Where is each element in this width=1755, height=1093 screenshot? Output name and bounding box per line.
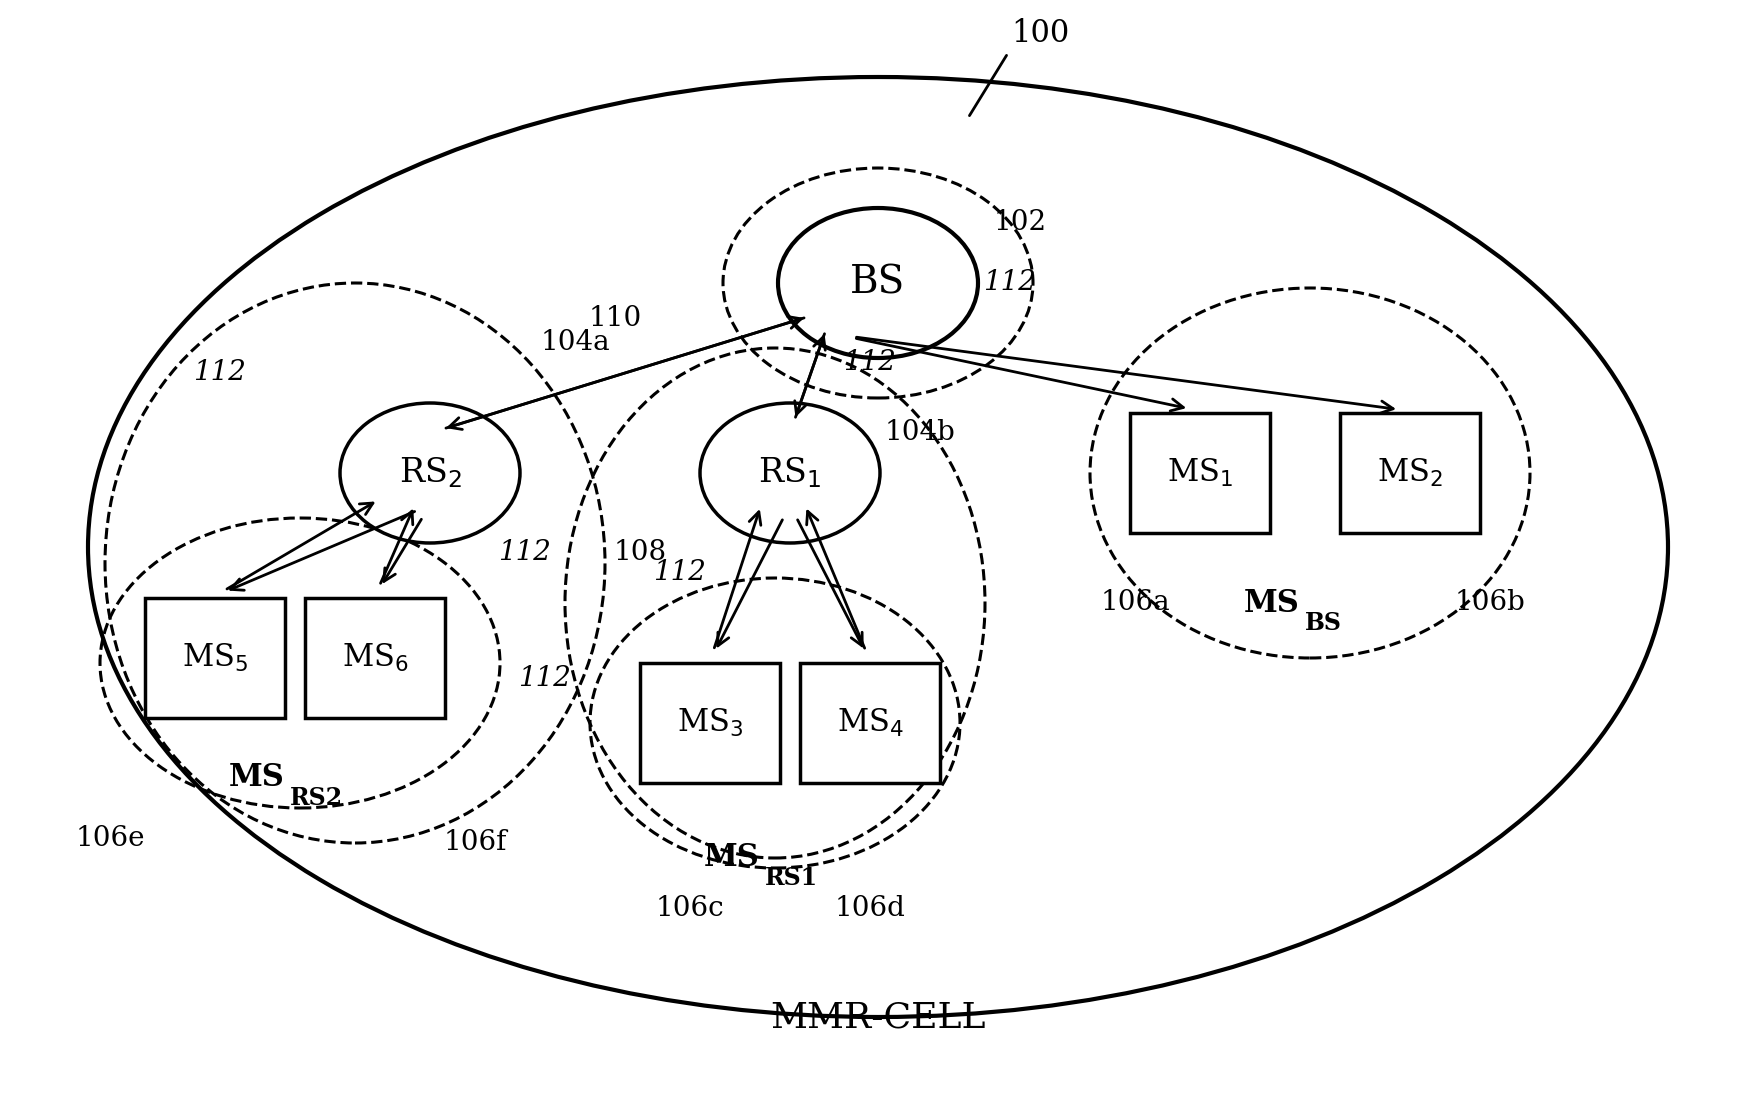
Text: 112: 112: [653, 560, 706, 587]
Text: 100: 100: [1011, 17, 1069, 48]
FancyBboxPatch shape: [1339, 413, 1479, 533]
Text: BS: BS: [1304, 611, 1341, 635]
Text: RS2: RS2: [290, 786, 342, 810]
Text: MS$_2$: MS$_2$: [1376, 457, 1443, 489]
FancyBboxPatch shape: [1130, 413, 1269, 533]
Text: 106f: 106f: [442, 830, 507, 857]
Text: BS: BS: [849, 265, 906, 302]
Ellipse shape: [700, 403, 879, 543]
Text: 112: 112: [193, 360, 246, 387]
Text: MS$_4$: MS$_4$: [835, 707, 902, 739]
Text: 112: 112: [983, 270, 1035, 296]
Text: 102: 102: [993, 210, 1046, 236]
Text: 112: 112: [498, 540, 551, 566]
Text: 106d: 106d: [834, 894, 906, 921]
FancyBboxPatch shape: [146, 598, 284, 718]
Text: RS$_2$: RS$_2$: [398, 456, 462, 491]
Text: MS$_1$: MS$_1$: [1167, 457, 1232, 489]
Text: 112: 112: [842, 350, 895, 376]
Text: 104a: 104a: [541, 329, 609, 356]
Text: MS$_3$: MS$_3$: [676, 707, 742, 739]
Text: 106a: 106a: [1100, 589, 1169, 616]
Text: MS$_5$: MS$_5$: [183, 642, 247, 674]
Text: RS1: RS1: [765, 866, 818, 890]
Text: 108: 108: [612, 540, 667, 566]
Text: MS: MS: [1243, 588, 1299, 619]
Text: 106b: 106b: [1453, 589, 1525, 616]
Text: 110: 110: [588, 305, 641, 331]
Text: MS$_6$: MS$_6$: [342, 642, 409, 674]
Ellipse shape: [777, 208, 978, 359]
FancyBboxPatch shape: [639, 663, 779, 783]
Text: 106e: 106e: [75, 824, 144, 851]
Text: RS$_1$: RS$_1$: [758, 456, 821, 491]
Text: 106c: 106c: [655, 894, 723, 921]
Text: 104b: 104b: [885, 420, 955, 447]
Text: MS: MS: [704, 843, 760, 873]
Text: MS: MS: [228, 763, 284, 794]
Text: 112: 112: [518, 665, 570, 692]
Text: MMR-CELL: MMR-CELL: [770, 1001, 985, 1035]
Ellipse shape: [340, 403, 519, 543]
FancyBboxPatch shape: [800, 663, 939, 783]
FancyBboxPatch shape: [305, 598, 444, 718]
